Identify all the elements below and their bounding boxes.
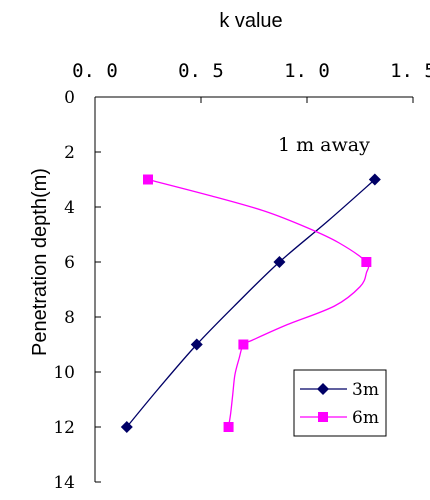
data-point-square [143, 174, 153, 185]
chart-annotation: 1 m away [278, 134, 370, 156]
y-tick-label: 0 [64, 88, 75, 108]
data-point-square [223, 422, 234, 432]
series-6m [143, 174, 372, 432]
y-tick-label: 8 [64, 308, 75, 328]
axes: 0. 0 0. 5 1. 0 1. 5 0 2 4 6 8 10 12 14 [53, 60, 430, 493]
y-axis-title: Penetration depth(m) [29, 168, 51, 356]
x-tick-label: 1. 5 [390, 60, 430, 82]
data-point-diamond [368, 173, 381, 186]
y-tick-label: 10 [53, 363, 75, 383]
data-point-square [238, 339, 249, 350]
x-tick-label: 0. 5 [178, 60, 224, 82]
series-layer [120, 173, 381, 433]
x-tick-label: 0. 0 [72, 60, 118, 82]
data-point-diamond [190, 338, 203, 351]
y-tick-label: 2 [64, 143, 75, 163]
legend-marker-diamond [317, 383, 329, 395]
data-point-diamond [273, 256, 286, 268]
x-axis-title: k value [219, 10, 282, 32]
y-tick-label: 6 [64, 253, 75, 273]
legend-box [293, 369, 387, 437]
series-line-3m [126, 179, 376, 428]
y-tick-label: 14 [53, 473, 75, 493]
legend-label: 3m [352, 380, 379, 400]
legend-label: 6m [352, 408, 379, 428]
series-3m [120, 173, 381, 433]
data-point-diamond [120, 421, 133, 433]
y-tick-label: 4 [64, 198, 75, 218]
y-tick-label: 12 [53, 418, 75, 438]
data-point-square [361, 257, 372, 267]
legend-marker-square [318, 412, 328, 422]
series-line-6m [147, 178, 370, 428]
x-tick-label: 1. 0 [284, 60, 330, 82]
